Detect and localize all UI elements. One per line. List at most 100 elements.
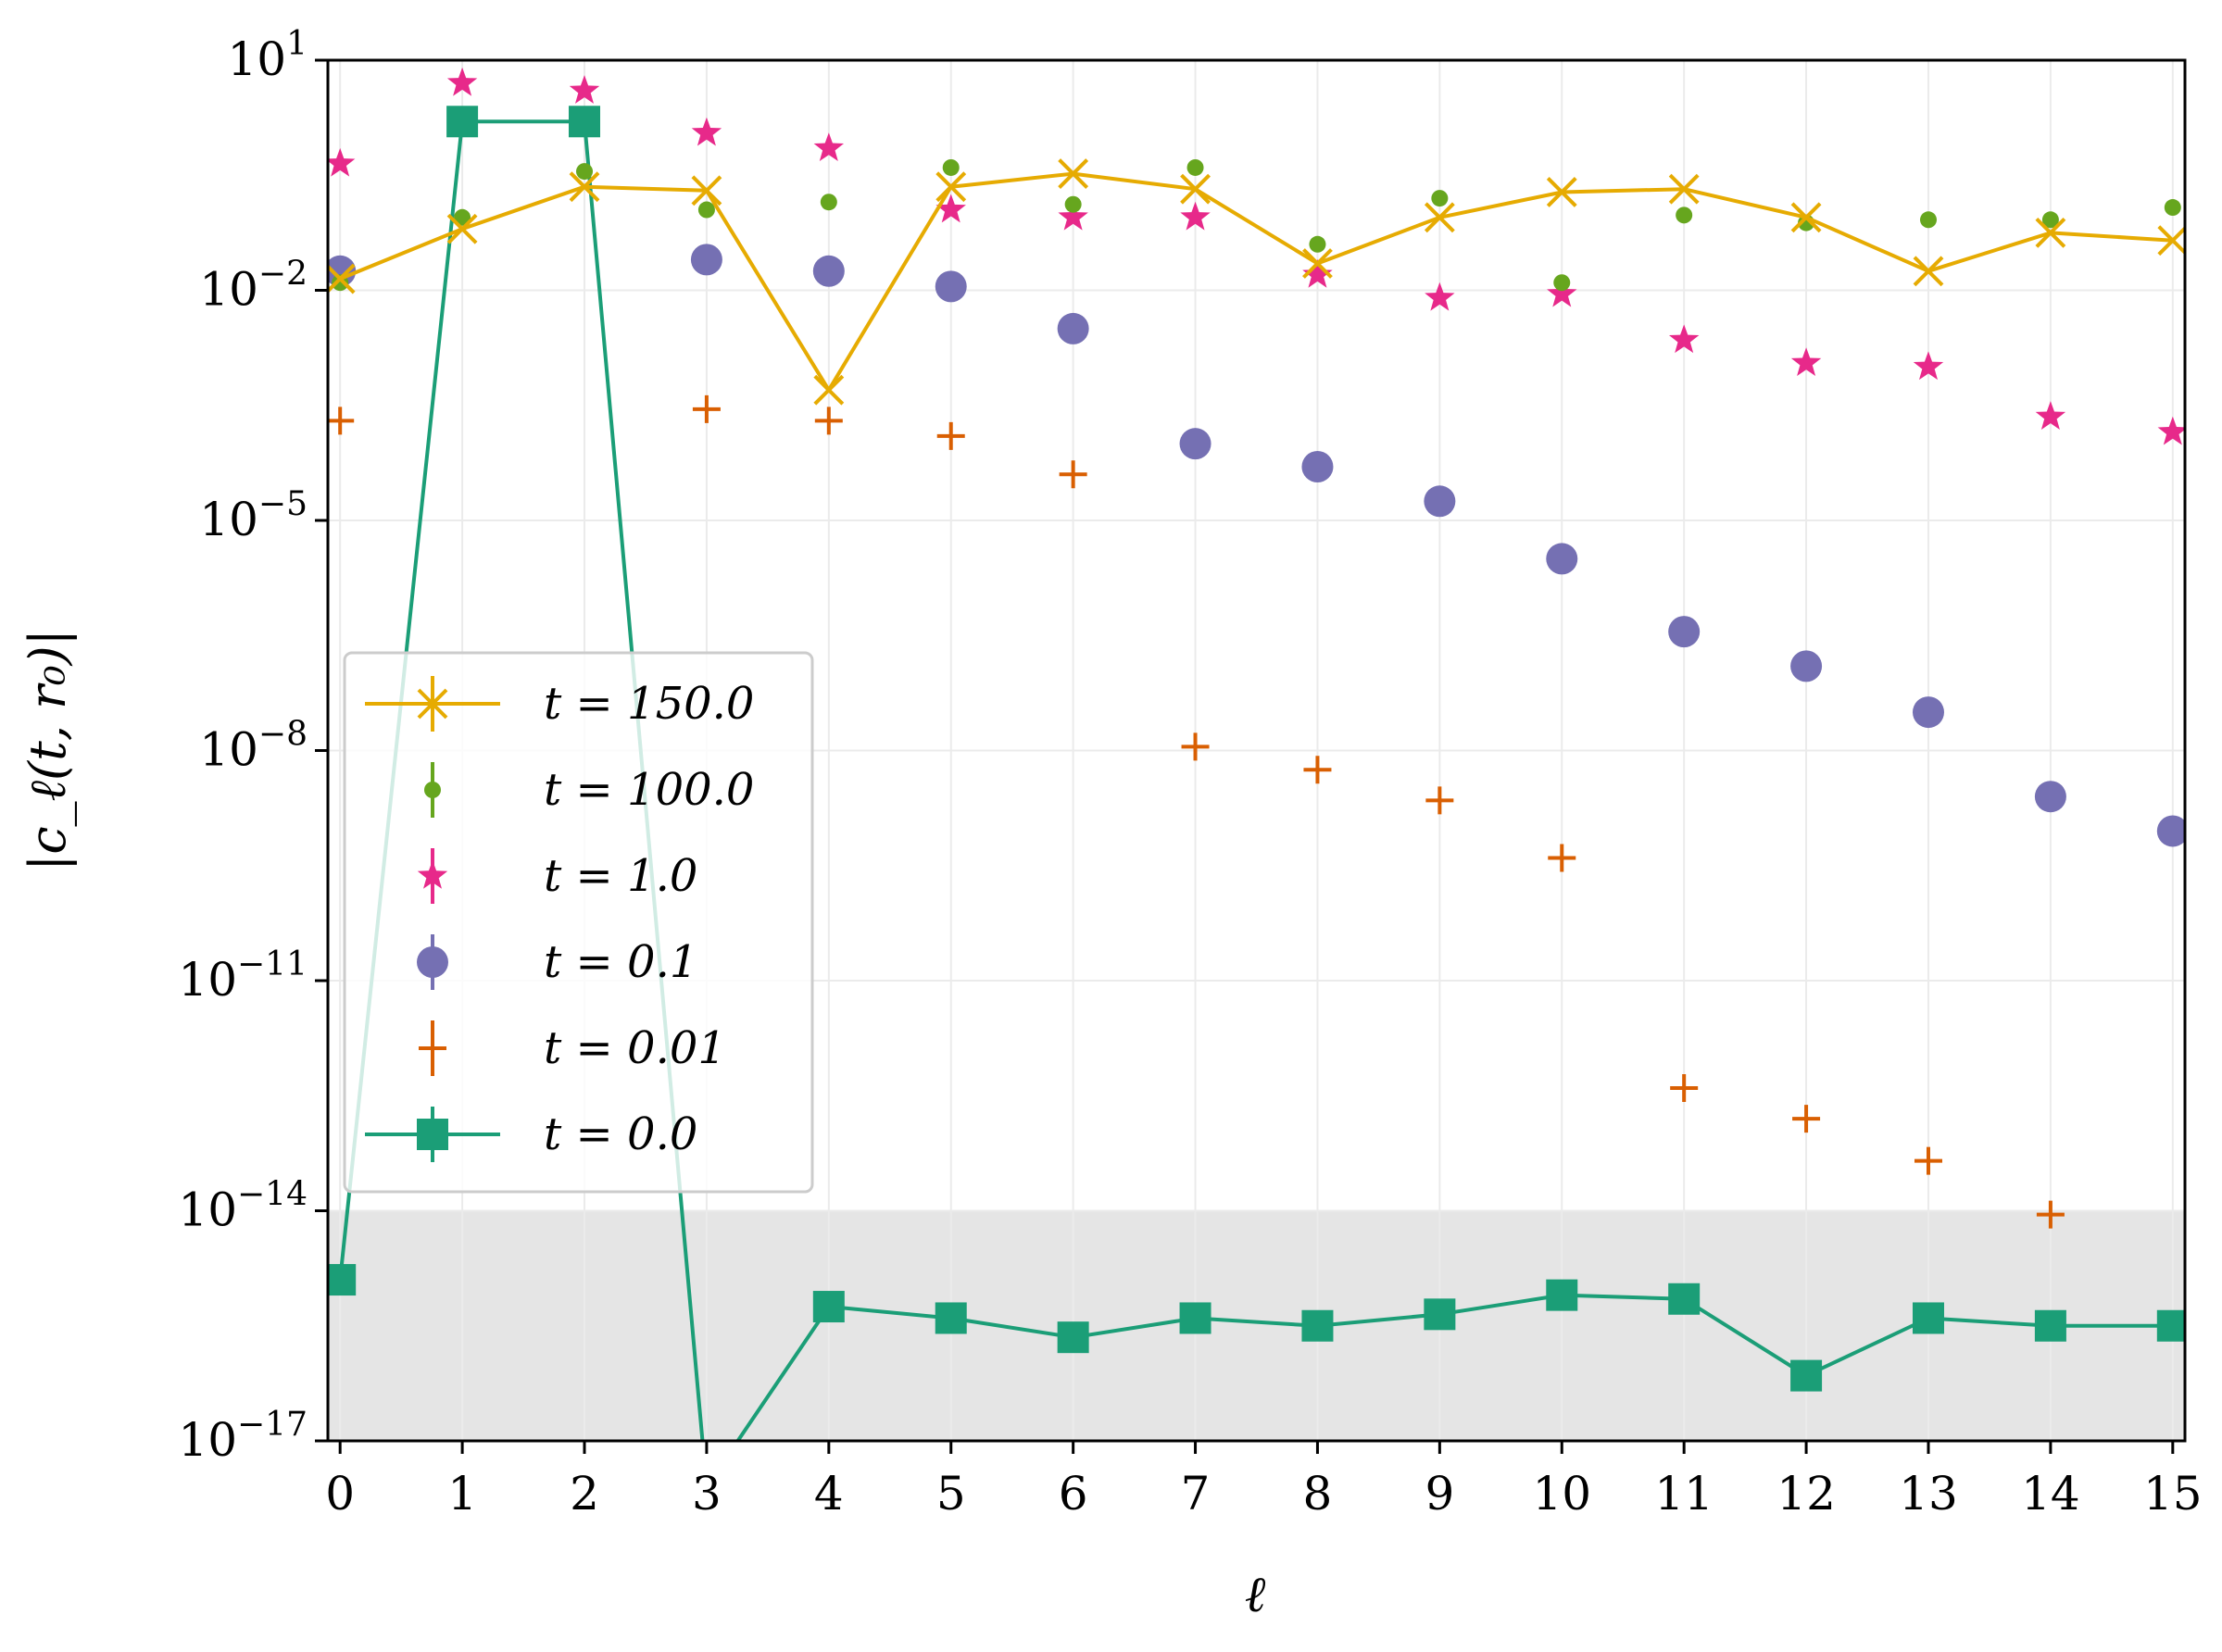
data-point-t-0-1 (1179, 428, 1211, 460)
data-point-t-0-01 (1425, 786, 1454, 815)
series-t-0-01 (328, 394, 2065, 1229)
x-tick-label: 12 (1776, 1467, 1836, 1521)
x-tick-label: 2 (570, 1467, 599, 1521)
legend-item-t-0-1: t = 0.1 (417, 934, 697, 990)
data-point-t-0-1 (812, 255, 845, 287)
data-point-t-150-0 (1058, 158, 1089, 190)
data-point-t-1-0 (1668, 324, 1700, 354)
data-point-t-0-0 (1912, 1302, 1944, 1334)
legend-marker (417, 946, 448, 978)
x-tick-label: 15 (2143, 1467, 2203, 1521)
legend-marker (417, 1119, 448, 1150)
legend-label: t = 150.0 (544, 678, 754, 730)
data-point-t-150-0 (2035, 217, 2066, 248)
data-point-t-0-0 (446, 106, 479, 138)
data-point-t-0-0 (328, 1264, 357, 1296)
data-point-t-0-01 (692, 394, 721, 423)
y-tick-label: 101 (227, 25, 308, 86)
data-point-t-1-0 (1180, 201, 1211, 231)
data-point-t-1-0 (569, 75, 600, 104)
grid (328, 59, 2185, 1442)
y-tick-label: 10−2 (199, 256, 308, 317)
data-point-t-0-01 (328, 407, 355, 435)
data-point-t-100-0 (1919, 211, 1937, 229)
data-point-t-100-0 (1186, 158, 1204, 176)
data-point-t-0-1 (2034, 781, 2066, 813)
x-tick-label: 3 (692, 1467, 722, 1521)
data-point-t-0-01 (1303, 756, 1332, 784)
data-point-t-0-01 (2036, 1200, 2065, 1229)
data-point-t-0-1 (690, 244, 722, 276)
data-point-t-0-01 (1792, 1105, 1821, 1133)
data-point-t-150-0 (813, 374, 845, 406)
data-point-t-0-0 (1790, 1359, 1823, 1392)
data-point-t-0-01 (1548, 844, 1576, 872)
legend-marker (424, 782, 441, 798)
data-point-t-150-0 (328, 263, 356, 294)
data-point-t-100-0 (454, 208, 471, 226)
data-point-t-100-0 (942, 158, 960, 176)
x-tick-label: 0 (325, 1467, 355, 1521)
series-t-150-0 (328, 158, 2185, 406)
data-point-t-0-01 (814, 407, 843, 435)
x-tick-label: 9 (1425, 1467, 1454, 1521)
legend-item-t-150-0: t = 150.0 (365, 676, 754, 732)
data-point-t-0-1 (1424, 485, 1456, 518)
x-tick-label: 14 (2021, 1467, 2080, 1521)
legend: t = 150.0 t = 100.0 t = 1.0 t = 0.1 t = 0.01… (343, 651, 814, 1194)
y-tick-label: 10−11 (178, 945, 308, 1007)
data-point-t-0-01 (1914, 1146, 1942, 1175)
x-tick-label: 13 (1899, 1467, 1958, 1521)
axis-ticks: 0 1 2 3 4 5 6 7 8 9 10 11 12 13 14 1510110−210−510−810−… (178, 25, 2202, 1521)
x-tick-label: 8 (1303, 1467, 1333, 1521)
data-point-t-150-0 (935, 171, 967, 203)
data-point-t-150-0 (1180, 173, 1211, 205)
data-point-t-1-0 (935, 194, 966, 223)
data-point-t-100-0 (1431, 190, 1449, 207)
data-point-t-0-01 (1181, 732, 1210, 761)
data-point-t-0-0 (812, 1291, 845, 1323)
data-point-t-0-0 (2156, 1309, 2185, 1342)
data-point-t-1-0 (1425, 282, 1455, 311)
data-point-t-0-0 (1301, 1309, 1334, 1342)
data-point-t-100-0 (2041, 211, 2059, 229)
data-point-t-1-0 (446, 67, 478, 96)
data-point-t-1-0 (1302, 258, 1333, 288)
y-tick-label: 10−14 (178, 1176, 308, 1237)
data-point-t-0-1 (1912, 696, 1944, 729)
x-tick-label: 4 (814, 1467, 844, 1521)
y-tick-label: 10−8 (199, 716, 308, 777)
x-tick-label: 6 (1059, 1467, 1088, 1521)
data-point-t-150-0 (691, 175, 722, 206)
data-point-t-0-0 (1546, 1279, 1578, 1311)
noise-floor-rect (328, 1210, 2185, 1441)
data-point-t-1-0 (1058, 201, 1088, 231)
data-point-t-0-01 (1670, 1073, 1699, 1102)
data-point-t-0-1 (1546, 543, 1578, 575)
data-point-t-150-0 (2157, 225, 2185, 257)
y-axis-label: |c_ℓ(t, r₀)| (19, 629, 77, 871)
x-tick-label: 11 (1654, 1467, 1714, 1521)
data-point-t-1-0 (813, 132, 845, 162)
data-point-t-100-0 (2164, 199, 2181, 217)
noise-floor-band (328, 1210, 2185, 1441)
legend-label: t = 0.1 (544, 936, 697, 988)
data-point-t-0-1 (2156, 815, 2185, 847)
x-tick-label: 7 (1181, 1467, 1211, 1521)
data-point-t-1-0 (691, 117, 722, 146)
data-point-t-0-0 (1057, 1321, 1089, 1354)
data-point-t-0-0 (2034, 1309, 2066, 1342)
data-point-t-0-1 (1301, 451, 1334, 483)
data-point-t-0-1 (1057, 312, 1089, 344)
x-tick-label: 1 (447, 1467, 477, 1521)
data-point-t-100-0 (820, 194, 837, 211)
legend-label: t = 1.0 (544, 850, 697, 902)
legend-marker (417, 860, 448, 889)
data-point-t-0-1 (935, 270, 967, 303)
data-point-t-0-1 (1668, 616, 1701, 648)
data-point-t-0-0 (1424, 1298, 1456, 1331)
data-point-t-100-0 (1064, 195, 1082, 213)
data-point-t-0-1 (1790, 650, 1823, 682)
x-tick-label: 10 (1532, 1467, 1591, 1521)
data-point-t-1-0 (1790, 347, 1822, 376)
